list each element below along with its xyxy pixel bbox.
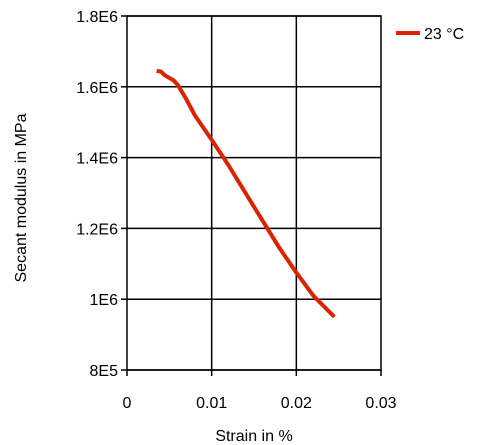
x-tick-label: 0 <box>123 395 132 412</box>
y-tick-label: 1.2E6 <box>76 221 118 238</box>
y-tick-label: 1E6 <box>90 292 119 309</box>
series-layer <box>156 68 336 319</box>
x-axis-ticks: 0 0.01 0.02 0.03 <box>123 370 397 412</box>
y-tick-label: 1.6E6 <box>76 80 118 97</box>
x-tick-label: 0.03 <box>365 395 396 412</box>
y-tick-label: 1.8E6 <box>76 9 118 26</box>
legend-label-23c: 23 °C <box>424 26 464 43</box>
x-axis-label: Strain in % <box>215 428 292 445</box>
series-line-0 <box>156 68 336 319</box>
y-axis-ticks: 8E5 1E6 1.2E6 1.4E6 1.6E6 1.8E6 <box>76 9 127 380</box>
x-tick-label: 0.02 <box>281 395 312 412</box>
x-tick-label: 0.01 <box>196 395 227 412</box>
y-tick-label: 8E5 <box>90 363 119 380</box>
y-tick-label: 1.4E6 <box>76 151 118 168</box>
plot-area-frame <box>126 15 382 371</box>
y-axis-label: Secant modulus in MPa <box>13 113 30 282</box>
legend: 23 °C <box>396 26 464 43</box>
gridlines <box>127 15 381 371</box>
